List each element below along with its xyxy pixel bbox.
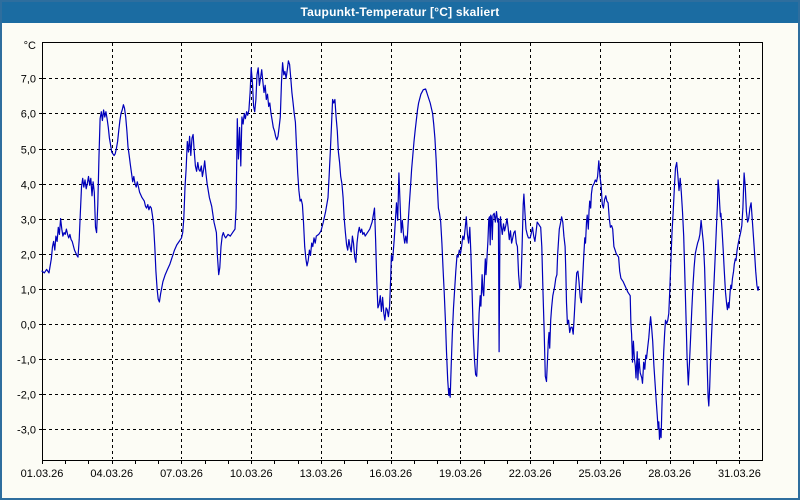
y-tick-label: 3,0	[21, 215, 36, 227]
x-tick-label: 31.03.26	[718, 468, 761, 480]
x-tick-label: 10.03.26	[230, 468, 273, 480]
chart-area: 7,0 6,0 5,0 4,0 3,0 2,0 1,0 0,0 -1,0 -2,0 -3,0 01.0…	[2, 23, 798, 498]
x-tick-label: 07.03.26	[160, 468, 203, 480]
x-tick-label: 16.03.26	[369, 468, 412, 480]
x-tick-label: 13.03.26	[300, 468, 343, 480]
y-tick-label: 0,0	[21, 320, 36, 332]
x-tick-label: 01.03.26	[21, 468, 64, 480]
y-tick-label: 6,0	[21, 109, 36, 121]
x-tick-label: 19.03.26	[439, 468, 482, 480]
y-tick-label: -3,0	[17, 425, 36, 437]
x-tick-label: 25.03.26	[579, 468, 622, 480]
y-tick-label: 5,0	[21, 145, 36, 157]
y-tick-label: -2,0	[17, 390, 36, 402]
y-tick-label: 7,0	[21, 74, 36, 86]
chart-canvas: 7,0 6,0 5,0 4,0 3,0 2,0 1,0 0,0 -1,0 -2,0 -3,0 01.0…	[17, 40, 763, 480]
y-tick-label: -1,0	[17, 355, 36, 367]
y-tick-label: 4,0	[21, 180, 36, 192]
x-tick-label: 04.03.26	[90, 468, 133, 480]
x-tick-label: 28.03.26	[648, 468, 691, 480]
y-axis-unit-label: °C	[24, 40, 36, 52]
page-title: Taupunkt-Temperatur [°C] skaliert	[300, 5, 500, 19]
data-series-line	[41, 60, 760, 440]
y-tick-label: 2,0	[21, 250, 36, 262]
plot-border	[42, 42, 763, 461]
title-bar[interactable]: Taupunkt-Temperatur [°C] skaliert	[2, 2, 798, 23]
y-tick-label: 1,0	[21, 285, 36, 297]
x-tick-label: 22.03.26	[509, 468, 552, 480]
